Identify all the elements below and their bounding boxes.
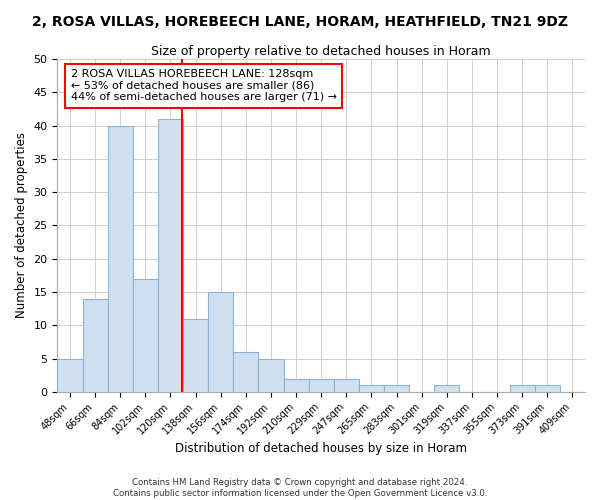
Bar [259, 358, 284, 392]
Bar [107, 126, 133, 392]
Text: 2 ROSA VILLAS HOREBEECH LANE: 128sqm
← 53% of detached houses are smaller (86)
4: 2 ROSA VILLAS HOREBEECH LANE: 128sqm ← 5… [71, 69, 337, 102]
Bar [208, 292, 233, 392]
Bar [384, 385, 409, 392]
Bar [284, 378, 308, 392]
Bar [308, 378, 334, 392]
Text: 2, ROSA VILLAS, HOREBEECH LANE, HORAM, HEATHFIELD, TN21 9DZ: 2, ROSA VILLAS, HOREBEECH LANE, HORAM, H… [32, 15, 568, 29]
Bar [58, 358, 83, 392]
Bar [434, 385, 460, 392]
Bar [359, 385, 384, 392]
X-axis label: Distribution of detached houses by size in Horam: Distribution of detached houses by size … [175, 442, 467, 455]
Bar [334, 378, 359, 392]
Text: Contains HM Land Registry data © Crown copyright and database right 2024.
Contai: Contains HM Land Registry data © Crown c… [113, 478, 487, 498]
Bar [535, 385, 560, 392]
Bar [133, 278, 158, 392]
Bar [158, 119, 183, 392]
Bar [509, 385, 535, 392]
Bar [233, 352, 259, 392]
Title: Size of property relative to detached houses in Horam: Size of property relative to detached ho… [151, 45, 491, 58]
Bar [183, 318, 208, 392]
Y-axis label: Number of detached properties: Number of detached properties [15, 132, 28, 318]
Bar [83, 298, 107, 392]
